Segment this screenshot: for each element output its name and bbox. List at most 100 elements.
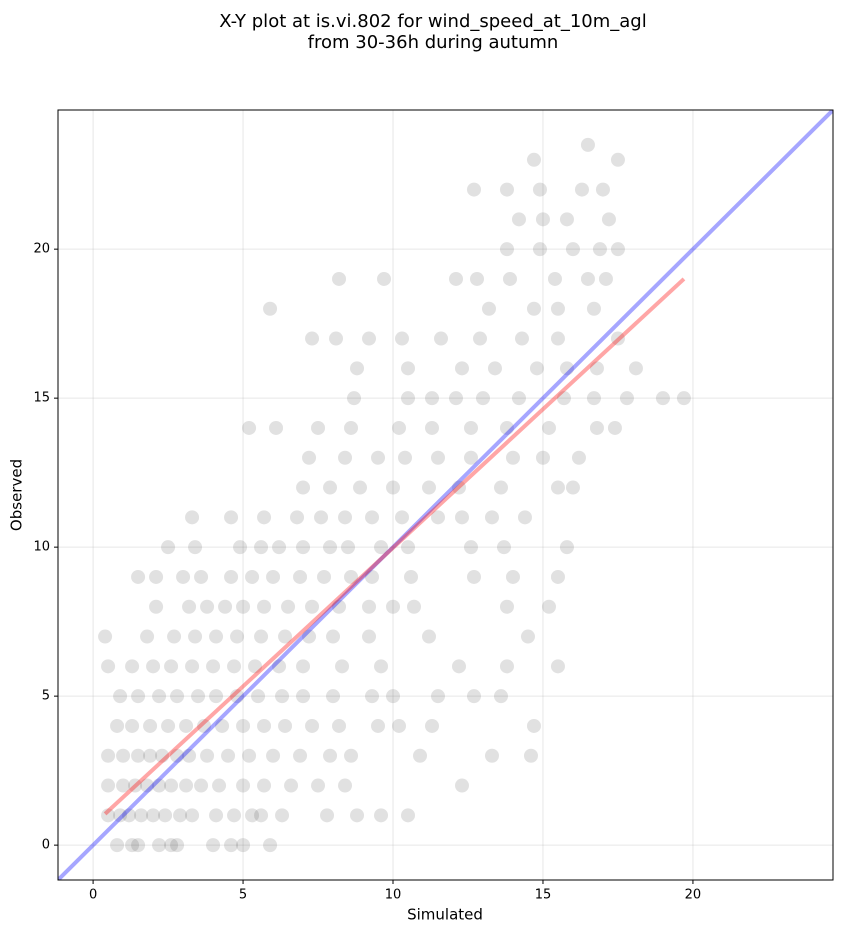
point (101, 659, 116, 674)
point (550, 301, 565, 316)
point (401, 391, 416, 406)
point (164, 838, 179, 853)
point (371, 450, 386, 465)
point (140, 778, 155, 793)
point (434, 331, 449, 346)
point (556, 391, 571, 406)
point (454, 361, 469, 376)
point (254, 808, 269, 823)
x-tick-label: 10 (385, 888, 402, 903)
point (532, 182, 547, 197)
point (206, 838, 221, 853)
point (344, 748, 359, 763)
point (431, 689, 446, 704)
point (628, 361, 643, 376)
point (451, 480, 466, 495)
point (323, 540, 338, 555)
point (188, 540, 203, 555)
point (236, 778, 251, 793)
point (484, 748, 499, 763)
ticks: 0 5 10 15 20 0 5 10 15 20 (33, 242, 701, 903)
point (466, 182, 481, 197)
point (248, 659, 263, 674)
point (580, 137, 595, 152)
point (463, 420, 478, 435)
point (425, 718, 440, 733)
point (595, 182, 610, 197)
point (149, 599, 164, 614)
point (305, 599, 320, 614)
point (580, 271, 595, 286)
point (335, 659, 350, 674)
point (505, 569, 520, 584)
point (401, 540, 416, 555)
fit-line (103, 277, 686, 816)
point (230, 629, 245, 644)
point (278, 718, 293, 733)
point (386, 480, 401, 495)
point (173, 808, 188, 823)
point (224, 510, 239, 525)
point (194, 569, 209, 584)
point (535, 212, 550, 227)
point (395, 331, 410, 346)
point (212, 778, 227, 793)
point (170, 689, 185, 704)
point (149, 569, 164, 584)
point (131, 569, 146, 584)
point (272, 540, 287, 555)
point (314, 510, 329, 525)
point (254, 629, 269, 644)
grid (58, 110, 833, 880)
point (200, 748, 215, 763)
point (332, 271, 347, 286)
point (472, 331, 487, 346)
point (329, 331, 344, 346)
point (463, 450, 478, 465)
point (116, 778, 131, 793)
point (245, 808, 260, 823)
point (655, 391, 670, 406)
point (182, 748, 197, 763)
point (218, 599, 233, 614)
y-axis-label: Observed (8, 459, 26, 531)
plot-frame (57, 109, 834, 881)
point (185, 808, 200, 823)
point (161, 718, 176, 733)
point (185, 510, 200, 525)
point (125, 718, 140, 733)
point (302, 450, 317, 465)
point (365, 510, 380, 525)
point (140, 629, 155, 644)
point (272, 659, 287, 674)
chart-title: X-Y plot at is.vi.802 for wind_speed_at_… (219, 11, 646, 32)
point (278, 629, 293, 644)
point (466, 569, 481, 584)
point (143, 718, 158, 733)
point (257, 718, 272, 733)
point (290, 510, 305, 525)
y-tick-label: 10 (33, 540, 50, 555)
point (499, 182, 514, 197)
point (338, 450, 353, 465)
point (257, 778, 272, 793)
point (541, 599, 556, 614)
point (224, 569, 239, 584)
identity-line (58, 110, 833, 880)
point (529, 361, 544, 376)
point (233, 540, 248, 555)
point (559, 361, 574, 376)
point (323, 748, 338, 763)
point (179, 718, 194, 733)
point (559, 540, 574, 555)
point (610, 331, 625, 346)
point (475, 391, 490, 406)
point (275, 689, 290, 704)
x-tick-label: 5 (239, 888, 247, 903)
point (161, 540, 176, 555)
point (185, 659, 200, 674)
point (332, 718, 347, 733)
point (547, 271, 562, 286)
point (362, 629, 377, 644)
point (227, 808, 242, 823)
